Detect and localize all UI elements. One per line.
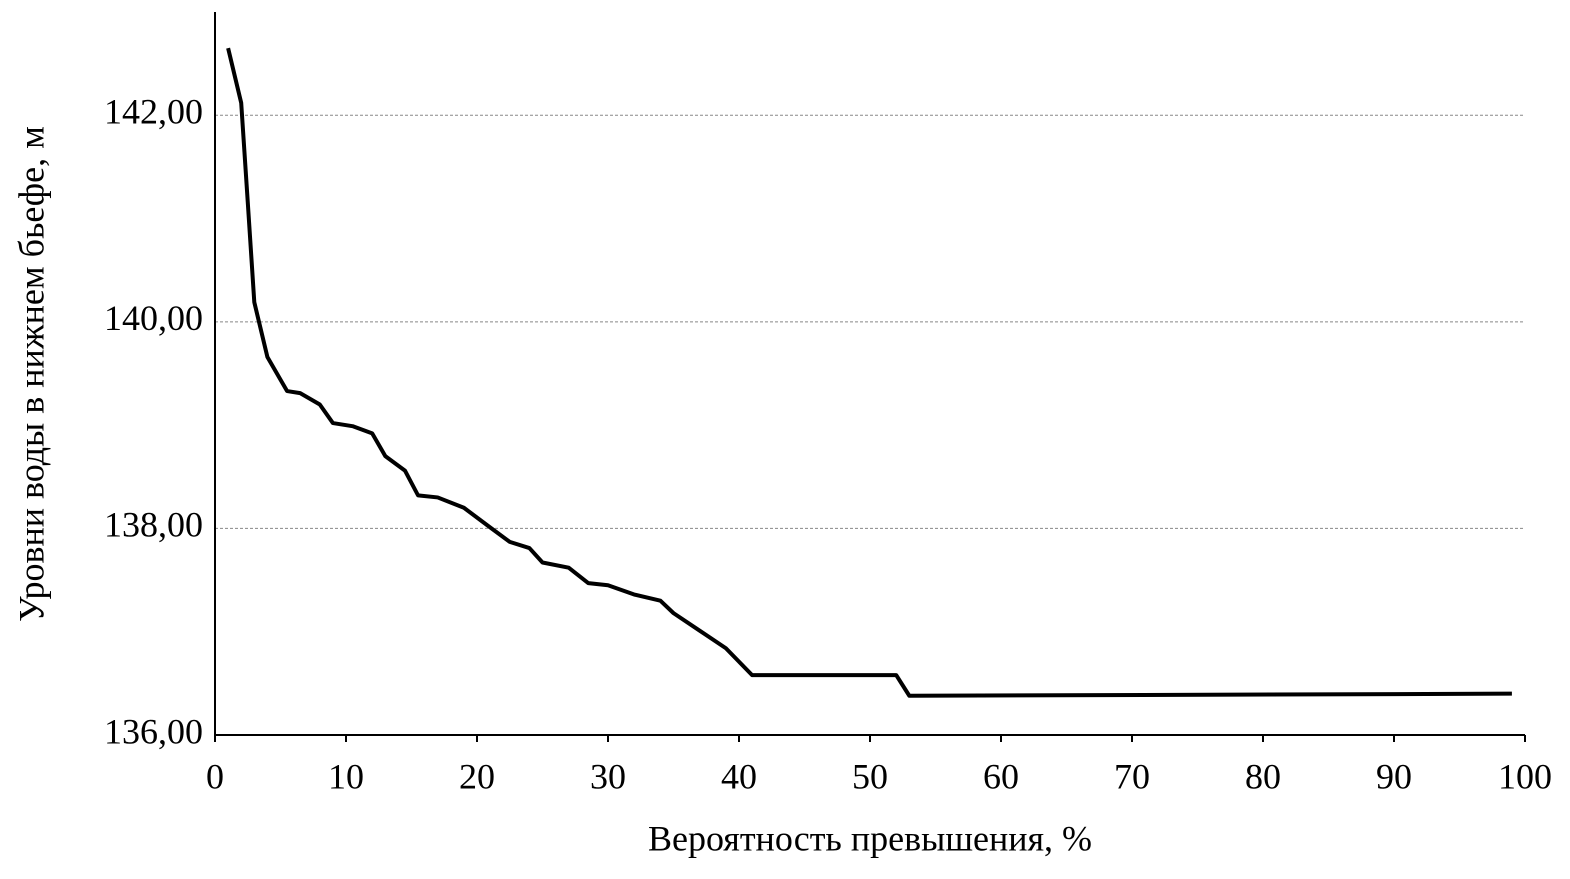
data-line [226,47,1512,698]
x-tick-label: 90 [1376,756,1412,796]
y-tick-label: 140,00 [104,298,203,338]
y-tick-label: 136,00 [104,711,203,751]
y-tick-label: 142,00 [104,92,203,132]
x-tick-label: 60 [983,756,1019,796]
x-tick-label: 80 [1245,756,1281,796]
x-tick-label: 40 [721,756,757,796]
x-tick-label: 10 [328,756,364,796]
x-tick-label: 70 [1114,756,1150,796]
y-tick-label: 138,00 [104,505,203,545]
x-axis-label: Вероятность превышения, % [648,818,1092,858]
x-tick-label: 50 [852,756,888,796]
x-tick-label: 100 [1498,756,1552,796]
x-tick-label: 0 [206,756,224,796]
x-tick-label: 20 [459,756,495,796]
y-axis-label: Уровни воды в нижнем бьефе, м [11,126,51,622]
x-tick-label: 30 [590,756,626,796]
